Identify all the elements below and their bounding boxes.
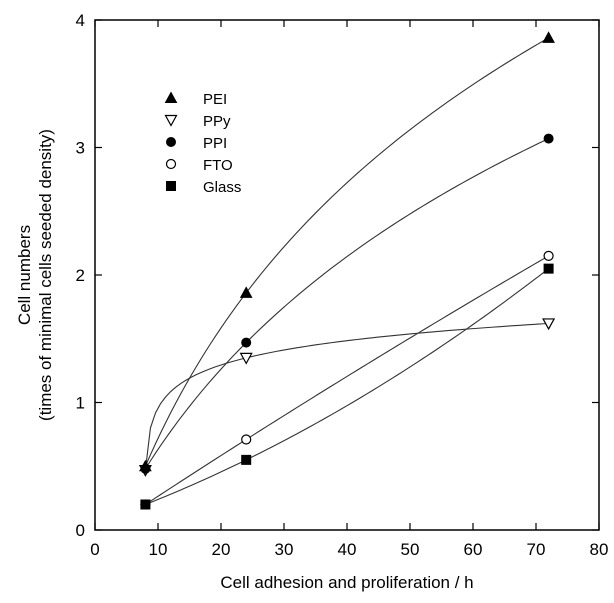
fit-curves (144, 37, 549, 506)
x-tick-label: 10 (149, 540, 168, 559)
x-tick-label: 40 (338, 540, 357, 559)
legend-marker-pei (164, 91, 178, 103)
point-pei (239, 286, 253, 298)
legend-marker-glass (166, 181, 176, 191)
point-glass (543, 263, 554, 274)
y-tick-label: 0 (76, 521, 85, 540)
legend-marker-ppy (164, 114, 178, 127)
legend-label-fto: FTO (203, 157, 233, 174)
y-tick-label: 2 (76, 266, 85, 285)
y-axis-title-line2: (times of minimal cells seeded density) (36, 129, 55, 421)
curve-fto (145, 255, 549, 505)
curve-glass (145, 268, 549, 506)
point-ppy (542, 318, 556, 331)
y-tick-label: 4 (76, 11, 85, 30)
curve-pei (144, 37, 549, 467)
point-ppi (241, 337, 252, 348)
x-tick-label: 30 (275, 540, 294, 559)
legend-marker-fto (165, 158, 177, 170)
data-markers (138, 31, 556, 510)
legend-label-glass: Glass (203, 179, 241, 196)
point-glass (241, 454, 252, 465)
point-fto (543, 250, 554, 261)
ticks: 0 10 20 30 40 50 60 70 80 0 1 2 3 4 (76, 11, 609, 559)
x-tick-label: 0 (90, 540, 99, 559)
point-ppy (239, 352, 253, 365)
y-axis-title-line1: Cell numbers (15, 225, 34, 325)
x-tick-label: 20 (212, 540, 231, 559)
legend-label-ppi: PPI (203, 135, 227, 152)
point-ppi (140, 463, 151, 474)
x-tick-label: 60 (464, 540, 483, 559)
legend-marker-ppi (166, 137, 176, 147)
legend-label-ppy: PPy (203, 113, 231, 130)
x-tick-label: 70 (527, 540, 546, 559)
legend-label-pei: PEI (203, 91, 227, 108)
x-tick-label: 80 (590, 540, 609, 559)
point-fto (241, 434, 252, 445)
point-pei (542, 31, 555, 43)
point-glass (140, 499, 151, 510)
y-tick-label: 1 (76, 394, 85, 413)
x-tick-label: 50 (401, 540, 420, 559)
x-axis-title: Cell adhesion and proliferation / h (220, 573, 473, 592)
point-ppi (543, 133, 554, 144)
curve-ppy (144, 322, 549, 471)
legend: PEI PPy PPI FTO Glass (164, 91, 241, 196)
curve-ppi (144, 138, 549, 470)
y-tick-label: 3 (76, 139, 85, 158)
